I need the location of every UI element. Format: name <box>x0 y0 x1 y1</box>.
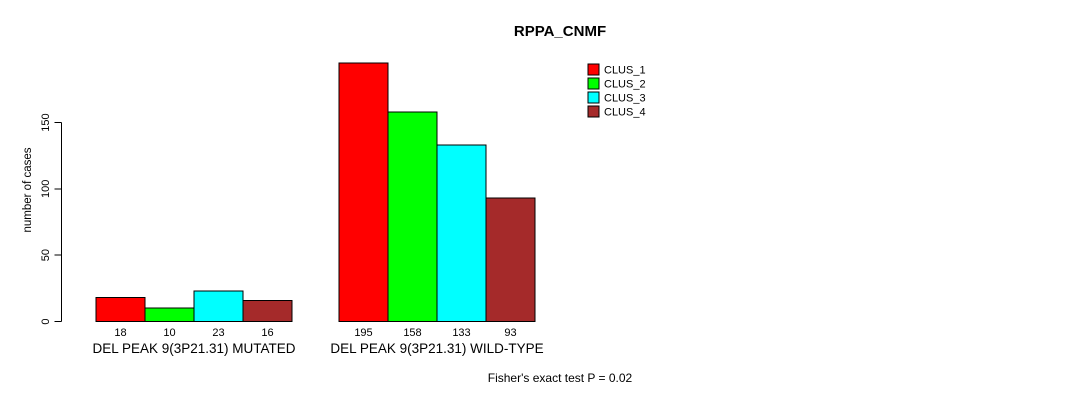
bars <box>95 62 536 323</box>
bar-labels: 18 10 23 16 DEL PEAK 9(3P21.31) MUTATED 195 15… <box>92 327 543 356</box>
bar-value-label: 158 <box>403 327 421 339</box>
legend-label: CLUS_3 <box>604 93 646 105</box>
bar-value-label: 23 <box>212 327 224 339</box>
chart-title: RPPA_CNMF <box>514 23 606 40</box>
bar-value-label: 16 <box>261 327 273 339</box>
bar-clus_1-group2 <box>338 62 389 323</box>
legend: CLUS_1 CLUS_2 CLUS_3 CLUS_4 <box>587 63 646 119</box>
legend-label: CLUS_2 <box>604 79 646 91</box>
group-label: DEL PEAK 9(3P21.31) MUTATED <box>92 341 295 356</box>
bar-value-label: 10 <box>163 327 175 339</box>
y-tick-label: 0 <box>40 318 52 324</box>
bar-clus_3-group1 <box>193 290 244 322</box>
legend-label: CLUS_1 <box>604 65 646 77</box>
bar-value-label: 195 <box>354 327 372 339</box>
bar-value-label: 18 <box>114 327 126 339</box>
legend-swatch-clus_1 <box>587 63 600 76</box>
bar-clus_1-group1 <box>95 297 146 322</box>
stat-annotation: Fisher's exact test P = 0.02 <box>488 371 633 385</box>
legend-swatch-clus_4 <box>587 105 600 118</box>
y-axis-label: number of cases <box>22 147 34 232</box>
bar-clus_4-group1 <box>242 299 293 323</box>
bar-clus_2-group1 <box>144 307 195 323</box>
y-tick-label: 150 <box>40 113 52 131</box>
legend-swatch-clus_3 <box>587 91 600 104</box>
bar-clus_2-group2 <box>387 111 438 322</box>
bar-clus_4-group2 <box>485 197 536 322</box>
y-axis: 0 50 100 150 <box>40 113 62 325</box>
y-tick-label: 50 <box>40 249 52 261</box>
y-tick-label: 100 <box>40 180 52 198</box>
bar-value-label: 133 <box>452 327 470 339</box>
legend-swatch-clus_2 <box>587 77 600 90</box>
bar-clus_3-group2 <box>436 144 487 322</box>
bar-value-label: 93 <box>504 327 516 339</box>
group-label: DEL PEAK 9(3P21.31) WILD-TYPE <box>330 341 543 356</box>
legend-label: CLUS_4 <box>604 107 646 119</box>
